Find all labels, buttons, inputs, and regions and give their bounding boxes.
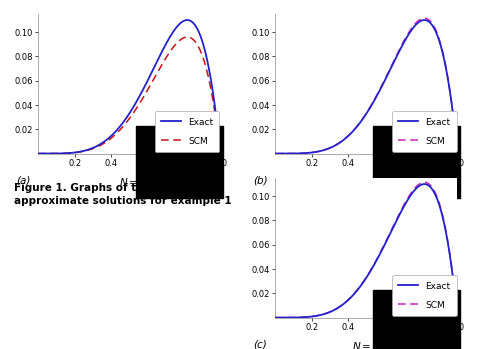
Text: Figure 1. Graphs of the exact and
approximate solutions for example 1: Figure 1. Graphs of the exact and approx… bbox=[14, 183, 232, 206]
FancyBboxPatch shape bbox=[373, 290, 460, 349]
Legend: Exact, SCM: Exact, SCM bbox=[392, 111, 456, 152]
Text: $N = 4$: $N = 4$ bbox=[119, 176, 147, 188]
Text: $N = 16$: $N = 16$ bbox=[353, 176, 388, 188]
Text: (b): (b) bbox=[253, 176, 268, 186]
Text: (c): (c) bbox=[253, 340, 267, 349]
Legend: Exact, SCM: Exact, SCM bbox=[155, 111, 219, 152]
Text: $N = 64$: $N = 64$ bbox=[353, 340, 388, 349]
Text: (a): (a) bbox=[16, 176, 31, 186]
FancyBboxPatch shape bbox=[136, 126, 223, 198]
Legend: Exact, SCM: Exact, SCM bbox=[392, 275, 456, 316]
FancyBboxPatch shape bbox=[373, 126, 460, 198]
